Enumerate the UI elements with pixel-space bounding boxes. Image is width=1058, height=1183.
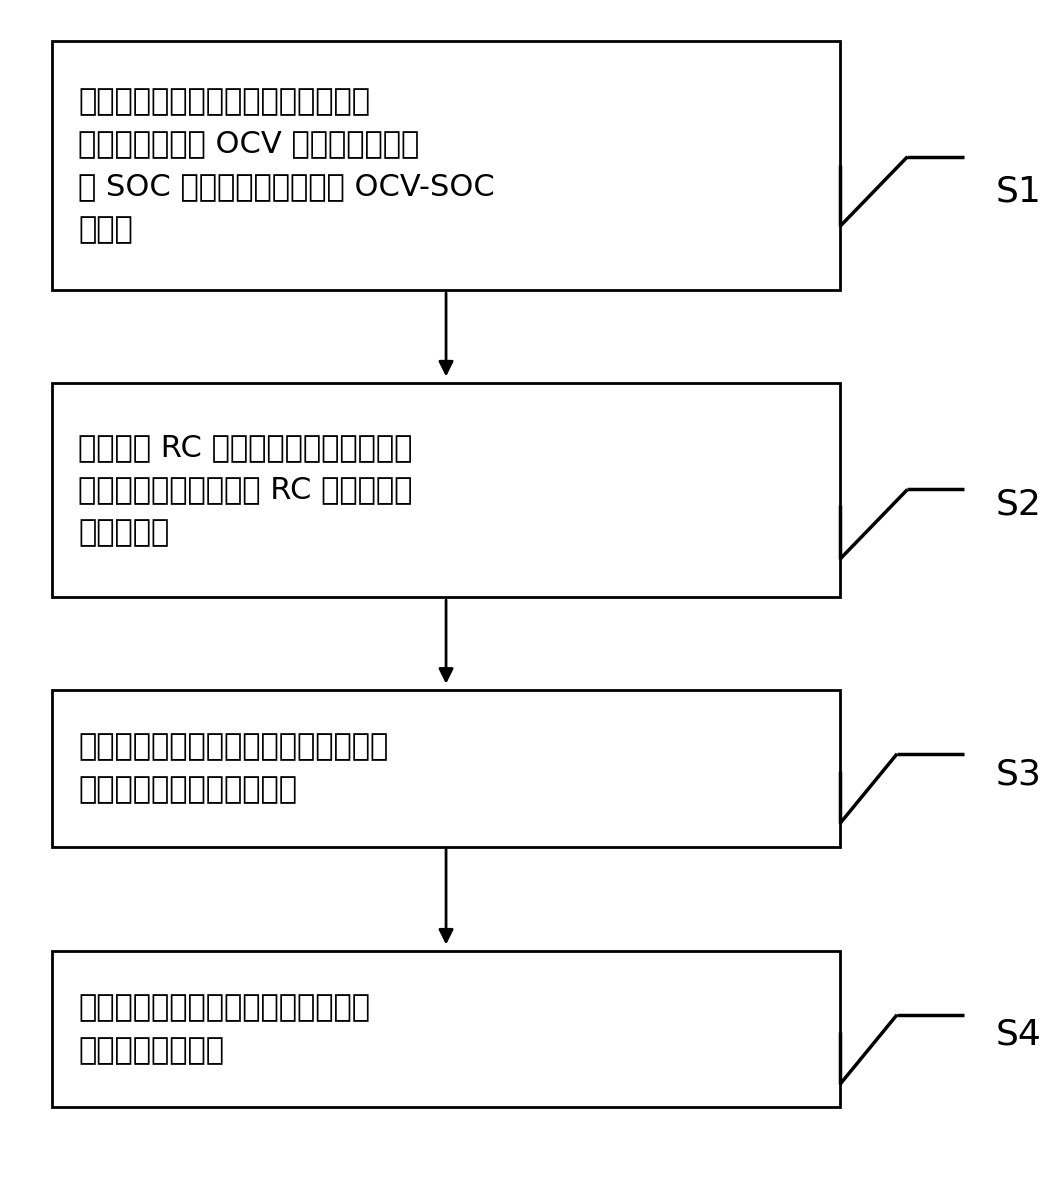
Text: 根据脉冲放电实验进行锂电池标定实
验，由开路电压 OCV 和锂电池荷电状
态 SOC 的实验数据，拟合出 OCV-SOC
曲线；: 根据脉冲放电实验进行锂电池标定实 验，由开路电压 OCV 和锂电池荷电状 态 S… xyxy=(78,86,495,244)
Bar xyxy=(52,951,840,1107)
Bar xyxy=(52,41,840,290)
Text: 根据二阶 RC 等效电路模型，由基尔霍
夫定理建立锂电池二阶 RC 等效电路的
数学模型；: 根据二阶 RC 等效电路模型，由基尔霍 夫定理建立锂电池二阶 RC 等效电路的 … xyxy=(78,433,413,548)
Text: 通过脉冲放电实验，根据递推最小二乘
法辨识锂电池的模型参数；: 通过脉冲放电实验，根据递推最小二乘 法辨识锂电池的模型参数； xyxy=(78,732,388,804)
Text: 运用分段扩展卡尔曼滤波算法估算锂
电池荷电状态值；: 运用分段扩展卡尔曼滤波算法估算锂 电池荷电状态值； xyxy=(78,994,370,1065)
Text: S4: S4 xyxy=(996,1017,1041,1052)
Bar xyxy=(52,690,840,847)
Bar xyxy=(52,383,840,597)
Text: S3: S3 xyxy=(996,757,1041,791)
Text: S2: S2 xyxy=(996,487,1041,522)
Text: S1: S1 xyxy=(996,175,1041,208)
